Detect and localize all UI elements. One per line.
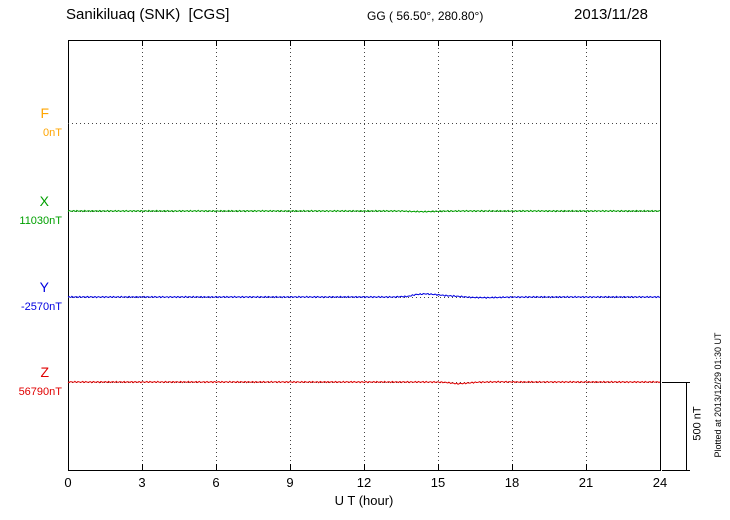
series-X-baseline: 11030nT: [19, 215, 62, 227]
x-axis-title: U T (hour): [334, 493, 394, 508]
series-F-name: F: [40, 105, 49, 121]
series-label-F: F 0nT: [4, 106, 62, 141]
series-label-Y: Y -2570nT: [4, 280, 62, 315]
series-Y-baseline: -2570nT: [21, 301, 62, 313]
page-title: Sanikiluaq (SNK) [CGS]: [66, 6, 230, 23]
x-tick-0: 0: [64, 475, 72, 490]
x-tick-15: 15: [430, 475, 446, 490]
x-tick-6: 6: [212, 475, 220, 490]
x-tick-24: 24: [652, 475, 668, 490]
coords-label: GG ( 56.50°, 280.80°): [367, 9, 484, 23]
plotted-at-note: Plotted at 2013/12/29 01:30 UT: [713, 332, 723, 458]
series-X-name: X: [39, 193, 49, 209]
x-tick-18: 18: [504, 475, 520, 490]
series-label-X: X 11030nT: [4, 194, 62, 229]
series-F-baseline: 0nT: [43, 127, 62, 139]
x-tick-9: 9: [286, 475, 294, 490]
series-label-Z: Z 56790nT: [4, 365, 62, 400]
scale-bar-label: 500 nT: [691, 406, 704, 441]
x-tick-3: 3: [138, 475, 146, 490]
series-Y-name: Y: [39, 279, 49, 295]
series-Z-baseline: 56790nT: [18, 386, 62, 398]
date-label: 2013/11/28: [574, 6, 648, 23]
series-Z-name: Z: [40, 364, 49, 380]
x-tick-12: 12: [356, 475, 372, 490]
x-tick-21: 21: [578, 475, 594, 490]
